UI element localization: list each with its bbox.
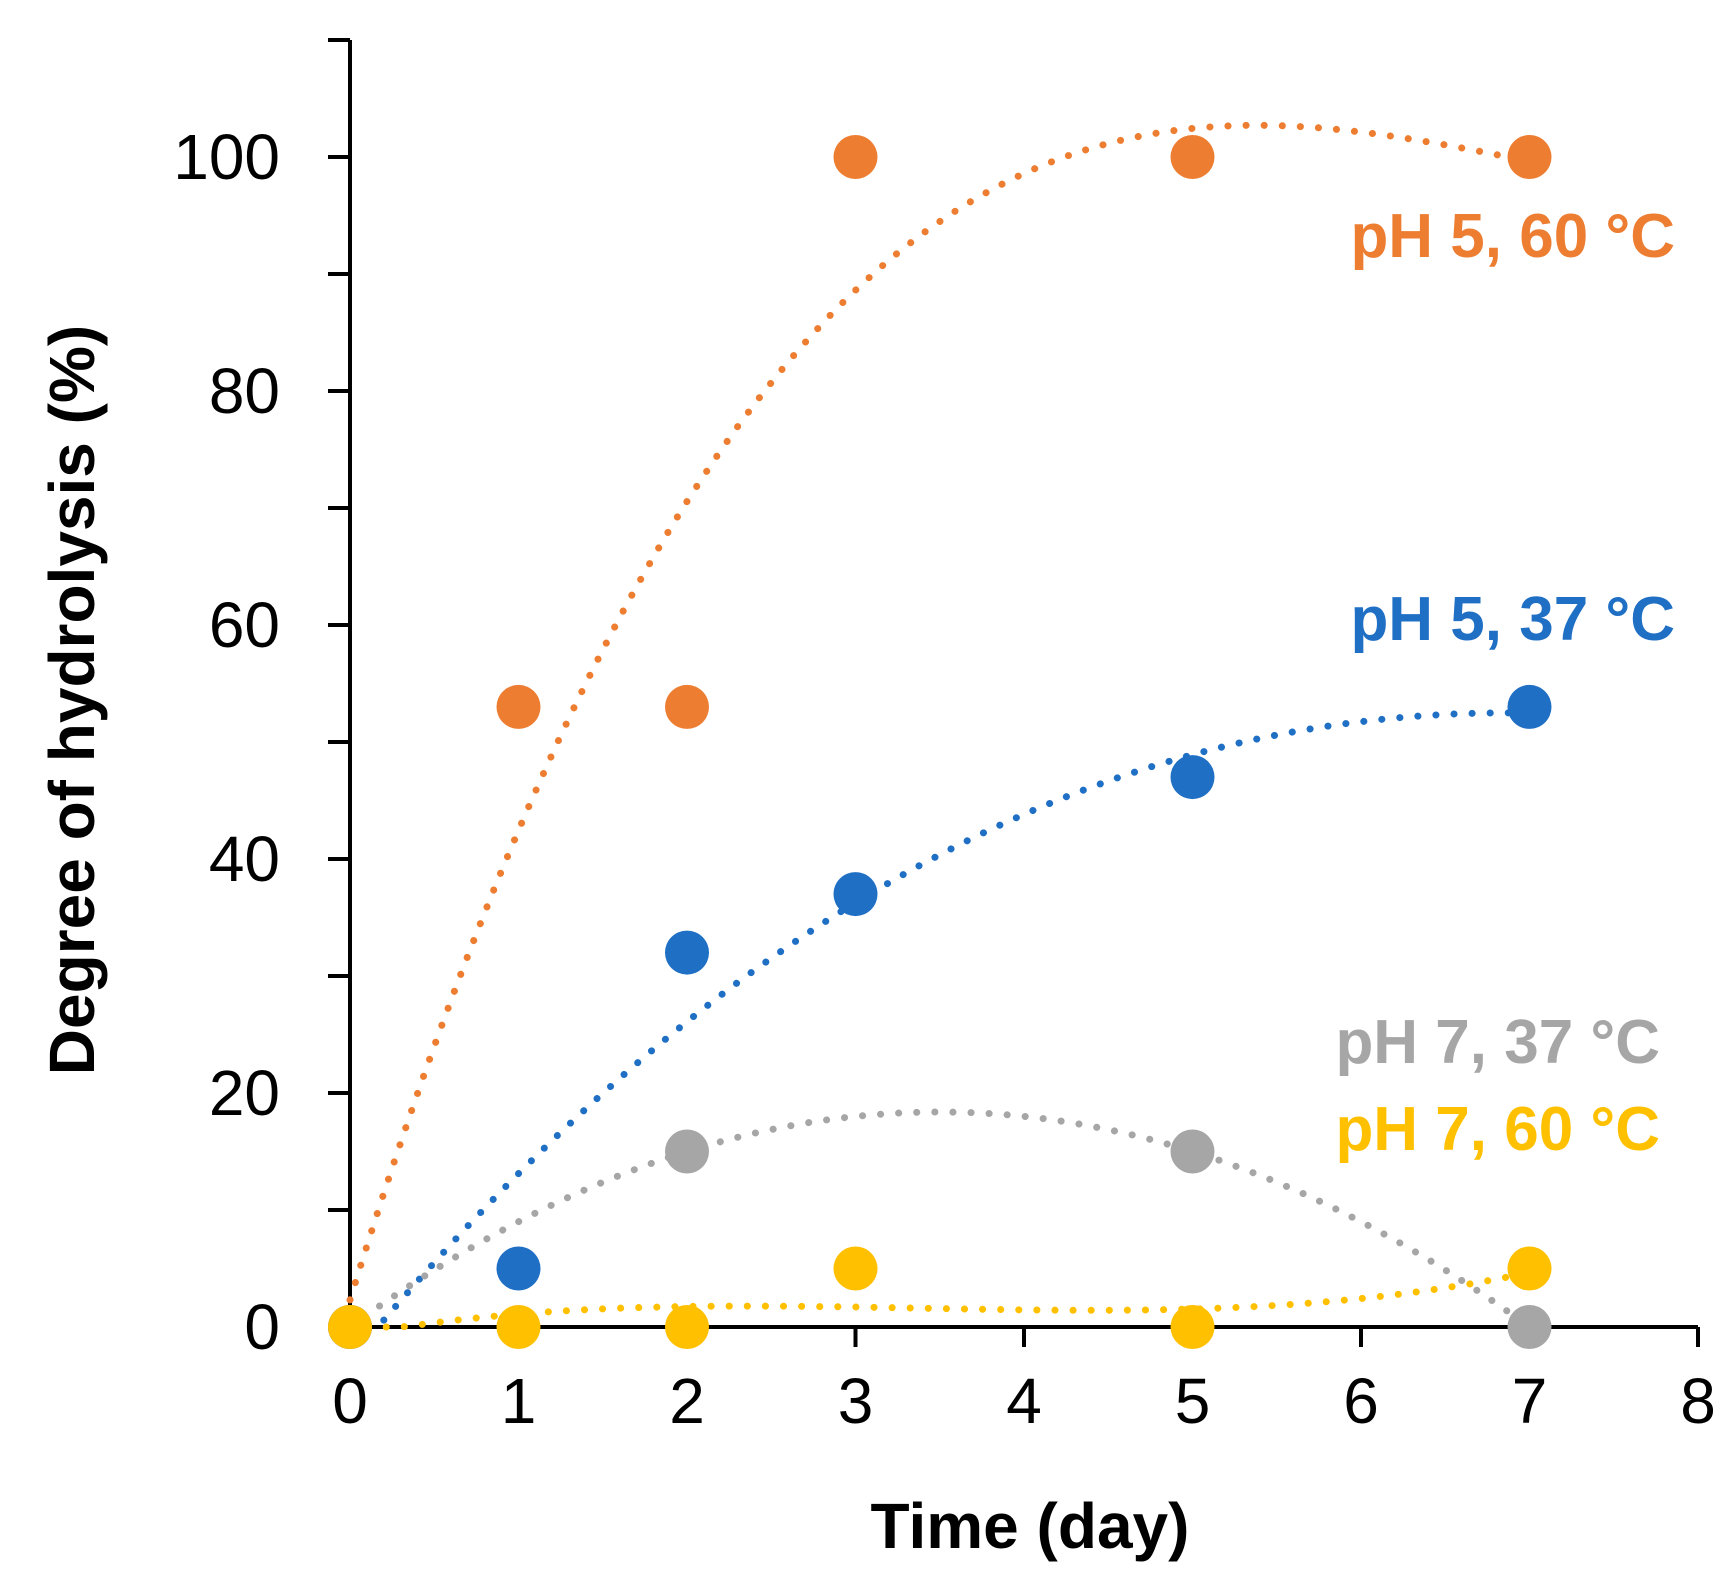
data-point-series-3	[1507, 1246, 1552, 1291]
data-points	[328, 135, 1552, 1349]
data-point-series-3	[665, 1305, 709, 1349]
data-point-series-2	[1507, 1305, 1552, 1349]
data-point-series-1	[665, 930, 709, 975]
x-tick-label: 8	[1680, 1365, 1716, 1437]
trendline-series-3	[346, 1269, 1533, 1331]
data-point-series-1	[1170, 755, 1215, 800]
axes: 0 20 40 60 80 100 0 1 2 3 4 5 6 7 8	[173, 38, 1716, 1437]
data-point-series-1	[496, 1246, 541, 1291]
data-point-series-0	[1170, 135, 1215, 179]
series-label-2: pH 7, 37 °C	[1335, 1008, 1660, 1077]
trendlines	[346, 121, 1533, 1331]
series-label-1: pH 5, 37 °C	[1350, 585, 1675, 654]
series-labels: pH 5, 60 °C pH 5, 37 °C pH 7, 37 °C pH 7, 6…	[1335, 202, 1675, 1164]
trendline-series-2	[346, 1108, 1533, 1331]
data-point-series-2	[1170, 1129, 1215, 1174]
x-tick-label: 4	[1006, 1365, 1042, 1437]
data-point-series-2	[665, 1129, 709, 1174]
x-tick-label: 5	[1175, 1365, 1211, 1437]
x-tick-label: 2	[669, 1365, 705, 1437]
trendline-series-0	[346, 121, 1533, 1304]
data-point-series-3	[833, 1246, 878, 1291]
data-point-series-3	[328, 1305, 372, 1349]
data-point-series-1	[833, 872, 878, 917]
x-tick-label: 7	[1512, 1365, 1548, 1437]
y-tick-label: 60	[209, 589, 280, 661]
data-point-series-3	[496, 1305, 541, 1349]
y-tick-label: 80	[209, 355, 280, 427]
x-tick-label: 6	[1343, 1365, 1379, 1437]
data-point-series-0	[1507, 135, 1552, 179]
y-axis-title: Degree of hydrolysis (%)	[36, 325, 108, 1075]
data-point-series-3	[1170, 1305, 1215, 1349]
trendline-series-1	[346, 709, 1533, 1331]
x-tick-label: 1	[501, 1365, 537, 1437]
data-point-series-1	[1507, 684, 1552, 729]
series-label-3: pH 7, 60 °C	[1335, 1095, 1660, 1164]
x-tick-label: 0	[332, 1365, 368, 1437]
x-tick-label: 3	[838, 1365, 874, 1437]
y-tick-label: 40	[209, 823, 280, 895]
y-tick-label: 0	[244, 1291, 280, 1363]
y-tick-label: 100	[173, 121, 280, 193]
series-label-0: pH 5, 60 °C	[1350, 202, 1675, 271]
data-point-series-0	[496, 684, 541, 729]
data-point-series-0	[833, 135, 878, 179]
y-tick-label: 20	[209, 1057, 280, 1129]
x-axis-title: Time (day)	[871, 1490, 1190, 1562]
data-point-series-0	[665, 684, 709, 729]
